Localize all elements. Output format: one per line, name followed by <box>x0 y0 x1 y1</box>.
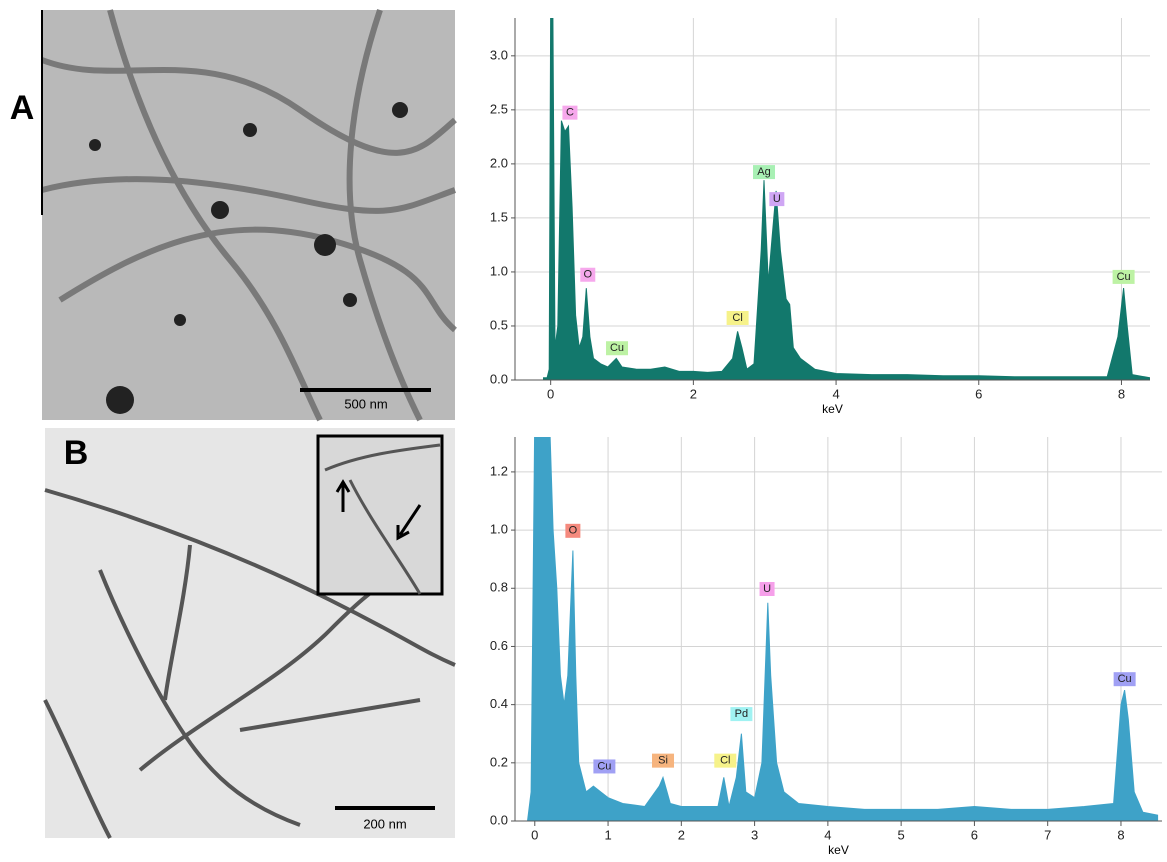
spectrum <box>526 437 1159 821</box>
x-tick-label: 1 <box>604 827 611 842</box>
peak-label-box <box>580 267 596 282</box>
peak-label: Si <box>658 755 668 767</box>
peak-label-box <box>1112 269 1135 284</box>
y-tick-label: 1.5 <box>490 209 508 224</box>
peak-label: C <box>566 107 574 119</box>
tem-image-b: 200 nm <box>43 428 456 839</box>
peak-label: O <box>569 525 578 537</box>
peak-label: Cu <box>597 760 611 772</box>
y-tick-label: 0.2 <box>490 754 508 769</box>
peak-label: Cl <box>720 755 730 767</box>
peak-label: U <box>763 583 771 595</box>
peak-label: Cl <box>732 312 742 324</box>
peak-label: Ag <box>757 166 770 178</box>
x-tick-label: 5 <box>898 827 905 842</box>
panel-label: A <box>10 89 35 127</box>
peak-label: Cu <box>1118 673 1132 685</box>
x-tick-label: 8 <box>1117 827 1124 842</box>
x-tick-label: 3 <box>751 827 758 842</box>
x-tick-label: 0 <box>531 827 538 842</box>
x-tick-label: 4 <box>832 386 839 401</box>
plot-area <box>515 18 1150 380</box>
peak-label-box <box>652 753 675 768</box>
x-tick-label: 0 <box>547 386 554 401</box>
scale-bar-label: 200 nm <box>363 816 406 831</box>
peak-label-box <box>606 341 629 356</box>
x-tick-label: 8 <box>1118 386 1125 401</box>
x-axis-label: keV <box>822 402 843 416</box>
y-tick-label: 2.5 <box>490 101 508 116</box>
peak-label-box <box>730 707 753 722</box>
peak-label-box <box>1113 672 1136 687</box>
scale-bar-label: 500 nm <box>344 396 387 411</box>
x-tick-label: 6 <box>971 827 978 842</box>
peak-label: Cu <box>610 342 624 354</box>
y-tick-label: 1.2 <box>490 463 508 478</box>
peak-label-box <box>726 310 749 325</box>
peak-label-box <box>753 165 776 180</box>
x-tick-label: 2 <box>678 827 685 842</box>
peak-label-box <box>714 753 737 768</box>
y-tick-label: 1.0 <box>490 522 508 537</box>
panel-label: B <box>64 434 89 472</box>
peak-label-box <box>593 759 616 774</box>
peak-label-box <box>565 523 581 538</box>
y-tick-label: 0.6 <box>490 638 508 653</box>
peak-label-box <box>562 105 578 120</box>
x-tick-label: 6 <box>975 386 982 401</box>
peak-label: U <box>773 193 781 205</box>
peak-label-box <box>759 582 775 596</box>
y-tick-label: 0.5 <box>490 317 508 332</box>
peak-label: O <box>583 269 592 281</box>
peak-label-box <box>769 192 785 207</box>
y-tick-label: 0.8 <box>490 580 508 595</box>
x-tick-label: 7 <box>1044 827 1051 842</box>
y-tick-label: 2.0 <box>490 155 508 170</box>
plot-area <box>515 437 1162 821</box>
tem-image-a: 500 nm <box>40 9 457 422</box>
y-tick-label: 0.4 <box>490 696 508 711</box>
y-tick-label: 1.0 <box>490 263 508 278</box>
peak-label: Cu <box>1117 271 1131 283</box>
y-tick-label: 0.0 <box>490 371 508 386</box>
x-axis-label: keV <box>828 843 849 857</box>
y-tick-label: 3.0 <box>490 47 508 62</box>
spectrum <box>543 18 1150 380</box>
peak-label: Pd <box>735 708 748 720</box>
x-tick-label: 4 <box>824 827 831 842</box>
y-tick-label: 0.0 <box>490 812 508 827</box>
x-tick-label: 2 <box>690 386 697 401</box>
